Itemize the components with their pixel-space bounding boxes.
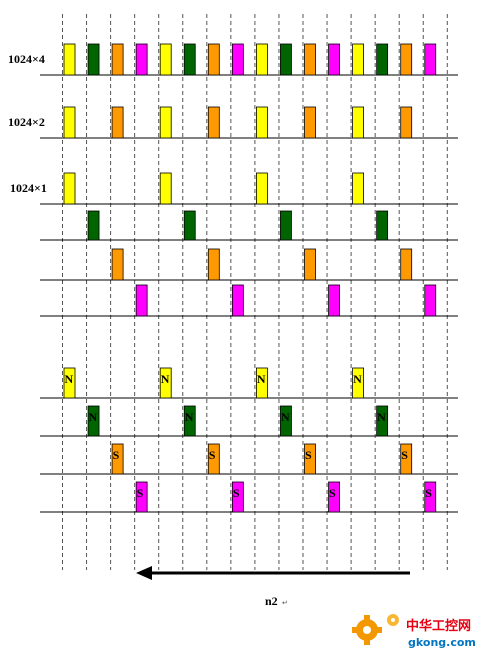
pulse-magenta <box>135 481 148 513</box>
pulse-green <box>280 405 292 437</box>
pulse-yellow <box>255 106 268 139</box>
pulse-magenta <box>135 284 148 317</box>
pulse-magenta <box>231 284 244 317</box>
pole-label: S <box>425 486 432 500</box>
pulse-green <box>376 43 389 76</box>
pulse-yellow <box>255 367 268 399</box>
pulse-orange <box>304 106 316 139</box>
row-label: 1024×1 <box>10 181 47 195</box>
pulse-magenta <box>328 43 340 76</box>
direction-arrow <box>136 566 410 580</box>
pulse-yellow <box>159 172 172 205</box>
gear-small-icon <box>387 614 399 626</box>
watermark-domain: gkong.com <box>408 636 476 649</box>
pulse-green <box>280 210 292 241</box>
watermark-cn: 中华工控网 <box>406 618 471 634</box>
pulse-row: 1024×1 <box>10 172 458 205</box>
pulse-row <box>40 210 458 241</box>
pulse-yellow <box>63 106 76 139</box>
pulse-magenta <box>231 43 244 76</box>
row-label: 1024×2 <box>8 115 45 129</box>
pulse-magenta <box>231 481 244 513</box>
pulse-orange <box>400 443 413 475</box>
pulse-row <box>40 284 458 317</box>
pole-label: S <box>305 448 312 462</box>
pole-label: N <box>257 372 266 386</box>
pole-label: S <box>401 448 408 462</box>
pulse-green <box>183 210 196 241</box>
pulse-orange <box>207 443 220 475</box>
row-label: 1024×4 <box>8 52 45 66</box>
pulse-magenta <box>135 43 148 76</box>
pulse-orange <box>111 43 124 76</box>
pole-label: S <box>137 486 144 500</box>
pulse-green <box>376 210 389 241</box>
pole-label: N <box>65 372 74 386</box>
pulse-green <box>183 405 196 437</box>
pole-label: N <box>353 372 362 386</box>
pulse-yellow <box>352 43 365 76</box>
pole-label: N <box>161 372 170 386</box>
pulse-row: 1024×2 <box>8 106 458 139</box>
pulse-orange <box>304 248 316 281</box>
pulse-orange <box>304 443 316 475</box>
vertical-guide-lines <box>62 14 448 570</box>
pulse-rows: 1024×4 1024×2 1024×1 N N N N N N N N S S S S S S S S <box>8 43 458 513</box>
pulse-green <box>87 405 100 437</box>
pulse-magenta <box>328 284 340 317</box>
pole-label: N <box>185 410 194 424</box>
pole-label: N <box>281 410 290 424</box>
pulse-orange <box>400 106 413 139</box>
pulse-magenta <box>328 481 340 513</box>
pulse-magenta <box>424 481 437 513</box>
pulse-yellow <box>159 367 172 399</box>
watermark-logo: 中华工控网 gkong.com <box>352 614 476 649</box>
pulse-row: 1024×4 <box>8 43 458 76</box>
arrow-head-left-icon <box>136 566 152 580</box>
pole-label: S <box>233 486 240 500</box>
pulse-orange <box>207 248 220 281</box>
pulse-magenta <box>424 284 437 317</box>
return-mark-icon: ↵ <box>282 599 288 607</box>
pole-label: S <box>329 486 336 500</box>
pulse-green <box>376 405 389 437</box>
pulse-yellow <box>352 367 365 399</box>
pulse-yellow <box>63 43 76 76</box>
pulse-orange <box>111 106 124 139</box>
pulse-green <box>87 210 100 241</box>
pulse-orange <box>111 248 124 281</box>
pole-label: N <box>89 410 98 424</box>
pulse-yellow <box>63 172 76 205</box>
pole-label: S <box>113 448 120 462</box>
pole-label: N <box>377 410 386 424</box>
caption-label: n2 <box>265 594 278 608</box>
pulse-green <box>280 43 292 76</box>
pulse-yellow <box>352 172 365 205</box>
pulse-yellow <box>159 106 172 139</box>
pulse-yellow <box>352 106 365 139</box>
gear-icon <box>352 615 382 645</box>
pulse-green <box>183 43 196 76</box>
pole-label: S <box>209 448 216 462</box>
pulse-yellow <box>255 172 268 205</box>
pulse-yellow <box>255 43 268 76</box>
pulse-orange <box>111 443 124 475</box>
pulse-orange <box>207 106 220 139</box>
pulse-yellow <box>63 367 76 399</box>
pulse-yellow <box>159 43 172 76</box>
pulse-orange <box>304 43 316 76</box>
pulse-row <box>40 248 458 281</box>
pulse-orange <box>400 43 413 76</box>
pulse-orange <box>400 248 413 281</box>
pulse-green <box>87 43 100 76</box>
pulse-orange <box>207 43 220 76</box>
pulse-magenta <box>424 43 437 76</box>
